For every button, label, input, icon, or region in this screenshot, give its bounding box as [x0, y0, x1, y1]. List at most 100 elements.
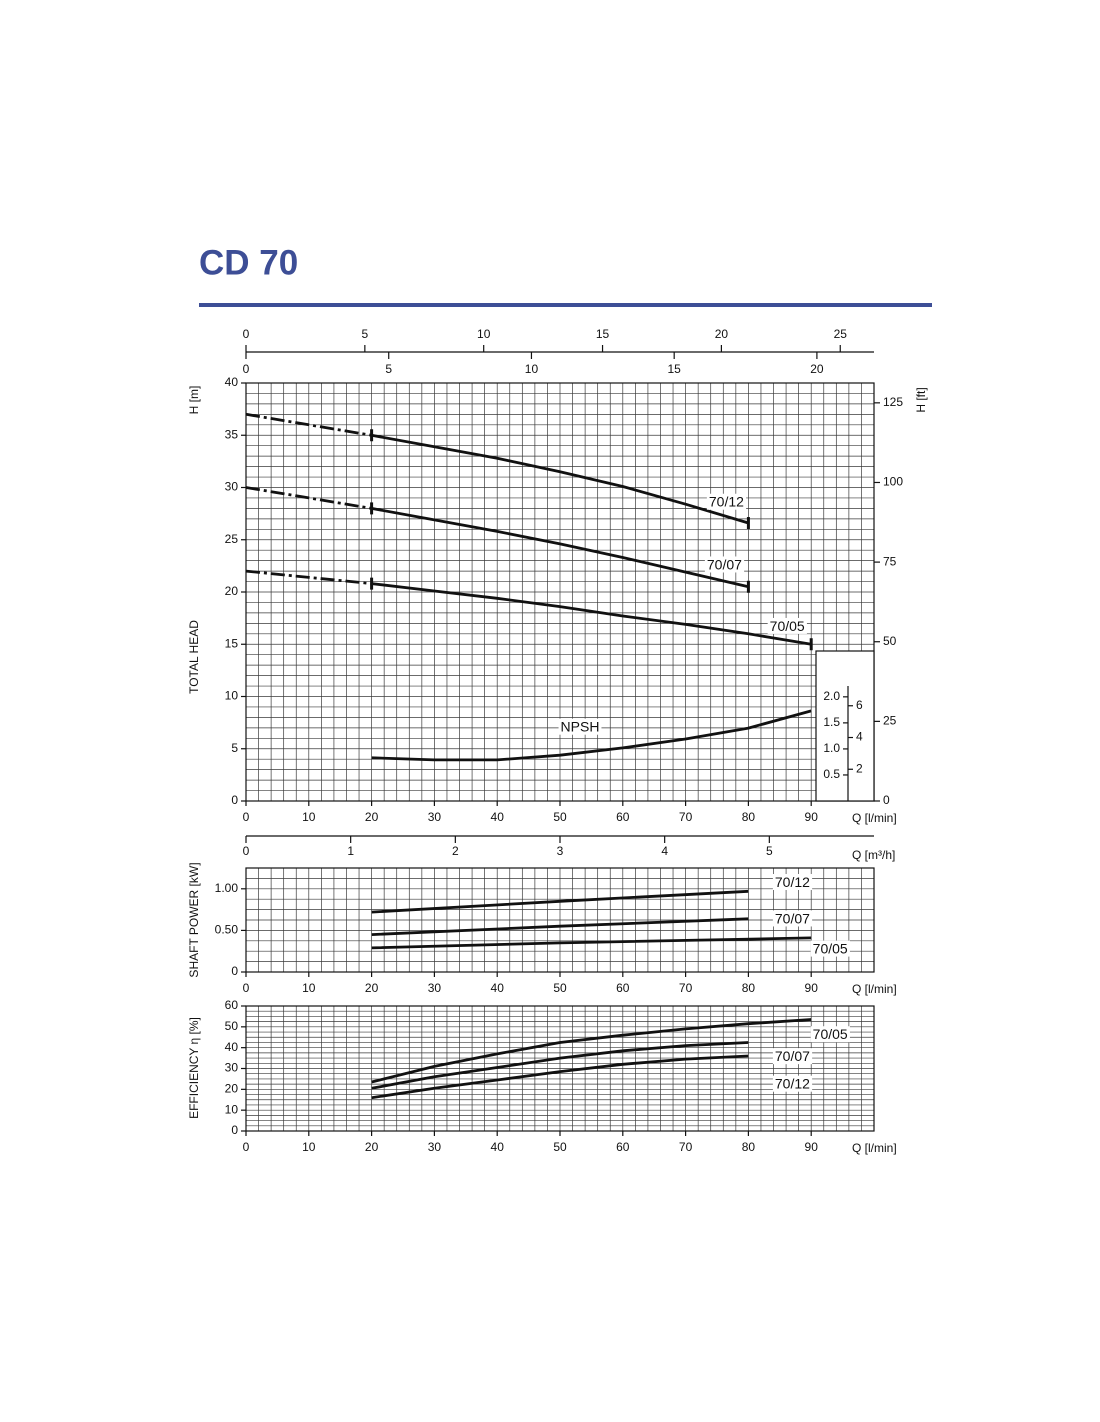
x-tick-label: 90 — [805, 810, 819, 824]
y-tick-label: 15 — [225, 636, 239, 650]
x-tick-label: 90 — [805, 1140, 819, 1154]
y-tick-label: 0.50 — [215, 923, 239, 937]
inset-box — [815, 650, 875, 802]
y-tick-label: 60 — [225, 998, 239, 1012]
curve — [371, 507, 749, 589]
x-tick-label: 80 — [742, 810, 756, 824]
bottom-tick-label: 0 — [243, 844, 250, 858]
x-tick-label: 10 — [302, 981, 316, 995]
x-tick-label: 70 — [679, 1140, 693, 1154]
x-tick-label: 30 — [428, 1140, 442, 1154]
x-tick-label: 90 — [805, 981, 819, 995]
y-axis-label: H [m] — [187, 386, 201, 415]
x-tick-label: 20 — [365, 1140, 379, 1154]
top-tick-label: 0 — [243, 362, 250, 376]
label-background — [772, 910, 813, 927]
y-tick-label: 30 — [225, 1061, 239, 1075]
curve-label: NPSH — [561, 719, 600, 735]
curve-label: 70/05 — [770, 618, 805, 634]
curve-label: 70/12 — [709, 494, 744, 510]
label-background — [558, 718, 602, 735]
x-tick-label: 80 — [742, 1140, 756, 1154]
inset-tick-label: 0.5 — [823, 767, 840, 781]
top-tick-label: 20 — [715, 327, 729, 341]
x-tick-label: 10 — [302, 1140, 316, 1154]
y2-tick-label: 0 — [883, 793, 890, 807]
top-tick-label: 0 — [243, 327, 250, 341]
x-tick-label: 60 — [616, 1140, 630, 1154]
y-tick-label: 10 — [225, 1102, 239, 1116]
x-tick-label: 10 — [302, 810, 316, 824]
inset-tick-label: 6 — [856, 698, 863, 712]
y-tick-label: 40 — [225, 1040, 239, 1054]
x-tick-label: 40 — [491, 810, 505, 824]
curve-label: 70/12 — [775, 874, 810, 890]
y-axis-label: SHAFT POWER [kW] — [187, 862, 201, 977]
curve — [371, 936, 812, 950]
curve — [371, 582, 812, 646]
x-tick-label: 0 — [243, 981, 250, 995]
x-tick-label: 30 — [428, 981, 442, 995]
top-tick-label: 15 — [668, 362, 682, 376]
y-tick-label: 25 — [225, 532, 239, 546]
y-tick-label: 10 — [225, 689, 239, 703]
inset-tick-label: 1.5 — [823, 715, 840, 729]
y-tick-label: 50 — [225, 1019, 239, 1033]
x-axis-label: Q [l/min] — [852, 1141, 897, 1155]
bottom-tick-label: 2 — [452, 844, 459, 858]
curve — [371, 1018, 812, 1084]
bottom-tick-label: 3 — [557, 844, 564, 858]
inset-tick-label: 4 — [856, 730, 863, 744]
y-tick-label: 35 — [225, 427, 239, 441]
bottom-axis-label: Q [m³/h] — [852, 848, 895, 862]
curve-label: 70/07 — [707, 556, 742, 572]
curve — [371, 709, 812, 762]
curve-label: 70/05 — [813, 941, 848, 957]
x-axis-label: Q [l/min] — [852, 982, 897, 996]
y-tick-label: 5 — [231, 741, 238, 755]
label-background — [810, 1026, 850, 1043]
label-background — [767, 617, 807, 634]
top-tick-label: 25 — [834, 327, 848, 341]
x-tick-label: 70 — [679, 981, 693, 995]
x-tick-label: 50 — [553, 810, 567, 824]
y-tick-label: 40 — [225, 375, 239, 389]
curve — [371, 917, 749, 936]
x-tick-label: 60 — [616, 810, 630, 824]
bottom-tick-label: 1 — [347, 844, 354, 858]
top-tick-label: 5 — [362, 327, 369, 341]
title-rule — [199, 303, 932, 307]
x-tick-label: 60 — [616, 981, 630, 995]
top-tick-label: 20 — [810, 362, 824, 376]
bottom-tick-label: 4 — [661, 844, 668, 858]
curve — [371, 1054, 749, 1100]
top-tick-label: 15 — [596, 327, 610, 341]
y-tick-label: 0 — [231, 1123, 238, 1137]
x-tick-label: 30 — [428, 810, 442, 824]
y-tick-label: 0 — [231, 964, 238, 978]
x-tick-label: 40 — [491, 1140, 505, 1154]
curve — [371, 433, 749, 525]
inset-tick-label: 2.0 — [823, 689, 840, 703]
curve-label: 70/05 — [813, 1026, 848, 1042]
page-title: CD 70 — [199, 243, 298, 282]
y-tick-label: 1.00 — [215, 881, 239, 895]
y-tick-label: 0 — [231, 793, 238, 807]
label-background — [706, 493, 747, 510]
y-tick-label: 20 — [225, 1082, 239, 1096]
x-axis-label: Q [l/min] — [852, 811, 897, 825]
label-background — [704, 556, 745, 573]
curve-label: 70/07 — [775, 910, 810, 926]
curve-dashed — [245, 569, 372, 585]
x-tick-label: 0 — [243, 1140, 250, 1154]
bottom-tick-label: 5 — [766, 844, 773, 858]
curve-dashed — [245, 486, 372, 510]
x-tick-label: 20 — [365, 810, 379, 824]
inset-tick-label: 2 — [856, 761, 863, 775]
top-tick-label: 10 — [477, 327, 491, 341]
y2-tick-label: 25 — [883, 714, 897, 728]
y2-tick-label: 125 — [883, 395, 903, 409]
x-tick-label: 20 — [365, 981, 379, 995]
x-tick-label: 50 — [553, 1140, 567, 1154]
